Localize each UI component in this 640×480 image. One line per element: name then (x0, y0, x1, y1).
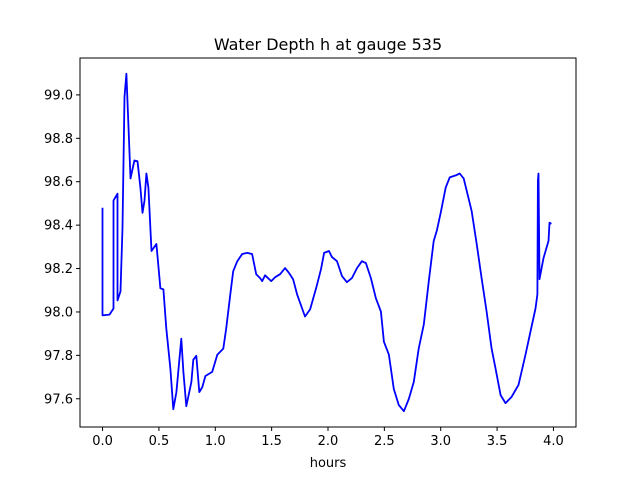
x-tick-label: 3.0 (430, 434, 451, 449)
chart-title: Water Depth h at gauge 535 (214, 35, 442, 54)
y-tick-label: 98.4 (44, 219, 73, 234)
plot-area-frame (79, 57, 577, 428)
x-tick-label: 1.0 (205, 434, 226, 449)
y-axis-ticks: 97.6 97.8 98.0 98.2 98.4 98.6 98.8 99.0 (44, 88, 80, 407)
y-tick-label: 97.6 (44, 392, 73, 407)
y-tick-label: 97.8 (44, 349, 73, 364)
x-axis-label: hours (310, 456, 347, 471)
y-tick-label: 98.6 (44, 175, 73, 190)
x-tick-label: 2.5 (374, 434, 395, 449)
y-tick-label: 99.0 (44, 88, 73, 103)
x-tick-label: 4.0 (543, 434, 564, 449)
x-tick-label: 0.0 (92, 434, 113, 449)
x-tick-label: 3.5 (487, 434, 508, 449)
x-tick-label: 0.5 (149, 434, 170, 449)
y-tick-label: 98.8 (44, 132, 73, 147)
x-axis-ticks: 0.0 0.5 1.0 1.5 2.0 2.5 3.0 3.5 4.0 (92, 427, 564, 449)
x-tick-label: 2.0 (318, 434, 339, 449)
y-tick-label: 98.0 (44, 305, 73, 320)
y-tick-label: 98.2 (44, 262, 73, 277)
x-tick-label: 1.5 (261, 434, 282, 449)
series-line-h (101, 72, 552, 413)
